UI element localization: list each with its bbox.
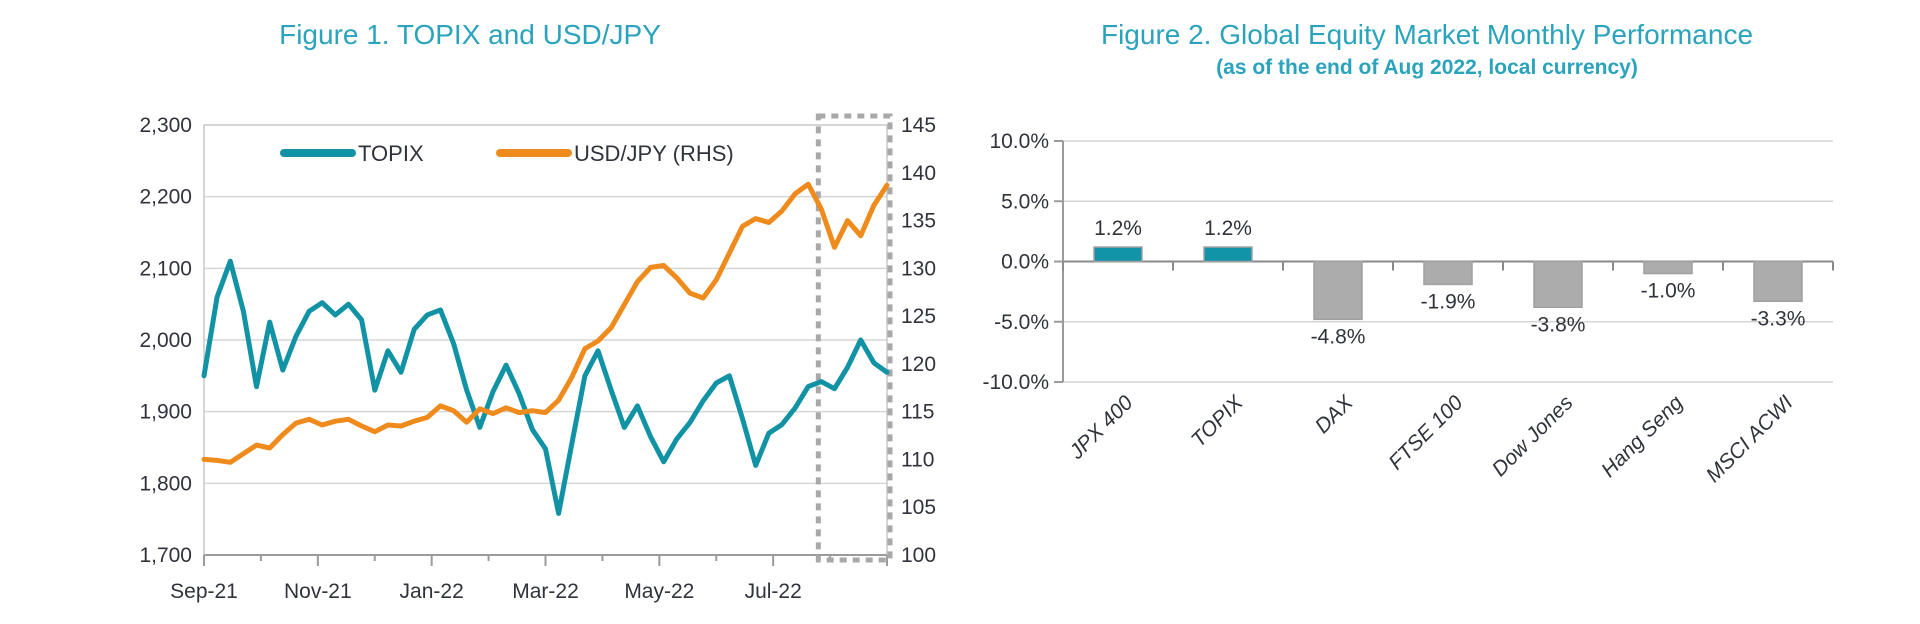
bar-topix xyxy=(1203,246,1253,263)
bar-ftse-100 xyxy=(1423,260,1473,286)
right-axis-tick-label: 110 xyxy=(901,448,934,471)
right-axis-tick-label: 125 xyxy=(901,305,936,328)
x-axis-tick-label: Mar-22 xyxy=(512,580,579,603)
legend-label: TOPIX xyxy=(358,141,424,166)
right-axis-tick-label: 115 xyxy=(901,401,934,424)
bar-value-label: -4.8% xyxy=(1311,325,1366,348)
x-axis-tick-label: Nov-21 xyxy=(284,580,352,603)
y-axis-tick-label: 10.0% xyxy=(989,130,1049,153)
left-axis-tick-label: 1,800 xyxy=(139,472,192,495)
left-axis-tick-label: 2,300 xyxy=(139,114,192,137)
figure1-line-chart: Sep-21 Nov-21 Jan-22 Mar-22 May-22 Jul-22 2,30… xyxy=(139,113,936,603)
category-label: Dow Jones xyxy=(1488,391,1578,481)
x-axis-tick-label: Jul-22 xyxy=(745,580,802,603)
bar-dax xyxy=(1313,260,1363,321)
left-axis-tick-label: 1,700 xyxy=(139,544,192,567)
category-label: DAX xyxy=(1311,391,1358,438)
y-axis-tick-label: -10.0% xyxy=(982,371,1049,394)
category-label: TOPIX xyxy=(1187,391,1248,452)
bar-hang-seng xyxy=(1643,260,1693,275)
right-axis-tick-label: 120 xyxy=(901,353,936,376)
y-axis-tick-label: -5.0% xyxy=(994,311,1049,334)
left-axis-tick-label: 2,000 xyxy=(139,329,192,352)
figure1-title: Figure 1. TOPIX and USD/JPY xyxy=(279,19,661,50)
right-axis-tick-label: 135 xyxy=(901,210,936,233)
y-axis-tick-label: 5.0% xyxy=(1001,190,1049,213)
bar-dow-jones xyxy=(1533,260,1583,309)
left-axis-tick-label: 2,100 xyxy=(139,257,192,280)
topix-line xyxy=(201,258,890,516)
legend-label: USD/JPY (RHS) xyxy=(574,141,734,166)
right-axis-tick-label: 145 xyxy=(901,114,936,137)
category-label: MSCI ACWI xyxy=(1702,391,1798,487)
bar-value-label: 1.2% xyxy=(1094,217,1142,240)
y-axis-tick-label: 0.0% xyxy=(1001,251,1049,274)
bar-jpx-400 xyxy=(1093,246,1143,263)
left-axis-tick-label: 2,200 xyxy=(139,186,192,209)
bar-value-label: -1.9% xyxy=(1421,290,1476,313)
figure2-bar-chart: 10.0% 5.0% 0.0% -5.0% -10.0% 1.2% JPX 400 1.2% T… xyxy=(982,130,1834,487)
category-label: FTSE 100 xyxy=(1384,391,1467,474)
x-axis-tick-label: May-22 xyxy=(624,580,694,603)
right-axis-tick-label: 140 xyxy=(901,162,936,185)
bar-msci-acwi xyxy=(1753,260,1803,303)
x-axis-tick-label: Jan-22 xyxy=(400,580,464,603)
right-axis-tick-label: 130 xyxy=(901,257,936,280)
figure2-subtitle: (as of the end of Aug 2022, local curren… xyxy=(1216,56,1638,79)
right-axis-tick-label: 100 xyxy=(901,544,936,567)
usdjpy-line xyxy=(201,181,890,465)
bar-value-label: -3.3% xyxy=(1751,307,1806,330)
x-axis-tick-label: Sep-21 xyxy=(170,580,238,603)
bar-value-label: -3.8% xyxy=(1531,313,1586,336)
aug-2022-highlight-box xyxy=(815,113,893,563)
figure2-title: Figure 2. Global Equity Market Monthly P… xyxy=(1100,19,1754,50)
right-axis-tick-label: 105 xyxy=(901,496,936,519)
bar-value-label: 1.2% xyxy=(1204,217,1252,240)
category-label: JPX 400 xyxy=(1064,391,1137,464)
category-label: Hang Seng xyxy=(1597,391,1688,482)
left-axis-tick-label: 1,900 xyxy=(139,401,192,424)
bar-value-label: -1.0% xyxy=(1641,280,1696,303)
